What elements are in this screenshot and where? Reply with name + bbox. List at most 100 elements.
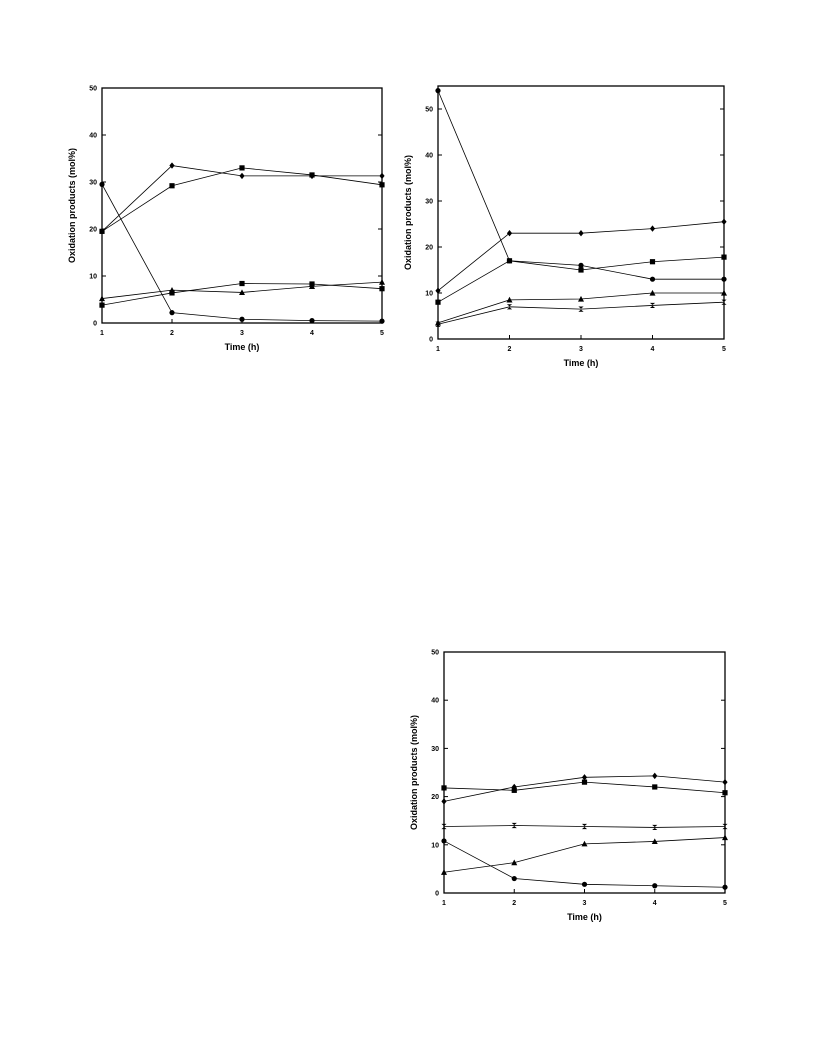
y-tick-label: 40 [425, 153, 433, 160]
data-point-square [578, 267, 584, 273]
y-tick-label: 40 [431, 698, 439, 705]
x-tick-label: 2 [512, 900, 516, 907]
x-tick-label: 1 [442, 900, 446, 907]
chart-1: 0 10 20 30 40 50 1 2 3 4 5 Time (h) Oxidation produc… [67, 86, 385, 352]
x-tick-label: 3 [240, 330, 244, 337]
data-point-triangle [721, 289, 727, 296]
y-tick-label: 0 [429, 337, 433, 344]
data-point-square [511, 787, 517, 793]
series-line [437, 301, 725, 325]
data-point-square [169, 290, 175, 296]
data-point-diamond [506, 230, 513, 237]
data-point-bowtie [441, 823, 447, 830]
data-point-circle [578, 262, 584, 268]
data-point-diamond [652, 772, 658, 780]
plot-frame [101, 87, 383, 324]
series-1-diamond [441, 772, 728, 805]
data-point-circle [721, 276, 727, 282]
y-tick-label: 30 [89, 180, 97, 187]
series-5-bowtie [435, 299, 727, 327]
data-point-triangle [578, 295, 584, 302]
x-tick-label: 5 [722, 346, 726, 353]
data-point-triangle [649, 289, 656, 296]
y-tick-label: 30 [431, 746, 439, 753]
y-tick-label: 10 [89, 274, 97, 281]
series-2-diamond [435, 218, 727, 294]
series-3-circle [99, 181, 385, 324]
x-tick-label: 2 [170, 330, 174, 337]
y-tick-label: 40 [89, 133, 97, 140]
data-point-circle [309, 318, 315, 324]
series-1-diamond [99, 162, 385, 235]
y-tick-label: 10 [431, 842, 439, 849]
y-tick-label: 30 [425, 199, 433, 206]
data-point-square [169, 183, 175, 189]
data-point-diamond [649, 225, 656, 232]
data-point-triangle [169, 287, 175, 293]
data-point-triangle [99, 295, 105, 302]
series-2-square [441, 779, 728, 796]
data-point-circle [511, 875, 517, 882]
data-point-circle [435, 88, 441, 94]
data-point-square [721, 254, 727, 260]
data-point-diamond [239, 172, 245, 180]
y-tick-label: 0 [93, 321, 97, 328]
x-axis-label: Time (h) [564, 358, 599, 368]
series-line [443, 840, 726, 888]
data-point-diamond [169, 162, 175, 169]
data-point-circle [649, 276, 656, 282]
data-point-circle [722, 884, 728, 890]
data-point-square [309, 172, 315, 178]
series-line [101, 184, 383, 322]
data-point-triangle [651, 838, 658, 845]
x-tick-label: 5 [723, 900, 727, 907]
x-axis-label: Time (h) [567, 912, 602, 922]
x-tick-label: 4 [651, 346, 655, 353]
data-point-circle [169, 310, 175, 316]
y-tick-label: 20 [431, 794, 439, 801]
data-point-square [581, 779, 588, 785]
data-point-square [652, 784, 658, 790]
data-point-square [649, 259, 656, 265]
data-point-bowtie [511, 822, 517, 829]
data-point-triangle [239, 289, 245, 296]
data-point-triangle [511, 859, 518, 866]
y-axis-label: Oxidation products (mol%) [403, 155, 413, 270]
data-point-square [239, 165, 245, 171]
data-point-circle [652, 883, 658, 889]
data-point-triangle [379, 279, 385, 285]
series-5-triangle [99, 279, 385, 302]
data-point-bowtie [435, 321, 441, 327]
series-line [437, 90, 724, 280]
chart-2: 0 10 20 30 40 50 1 2 3 4 5 Time (h) Oxidation produc… [403, 85, 727, 368]
x-tick-label: 4 [310, 330, 314, 337]
data-point-bowtie [578, 306, 584, 312]
series-5-circle [441, 838, 728, 890]
series-3-bowtie [441, 822, 728, 831]
data-point-circle [441, 838, 447, 844]
plot-frame [443, 651, 726, 894]
data-point-square [379, 286, 385, 292]
x-tick-label: 3 [579, 346, 583, 353]
data-point-bowtie [721, 299, 727, 305]
data-point-square [239, 280, 245, 287]
y-tick-label: 10 [425, 291, 433, 298]
data-point-circle [581, 881, 588, 887]
data-point-square [441, 785, 447, 791]
data-point-diamond [441, 798, 447, 805]
data-point-diamond [721, 218, 727, 225]
y-tick-label: 50 [89, 86, 97, 93]
x-tick-label: 1 [100, 330, 104, 337]
x-tick-label: 2 [508, 346, 512, 353]
data-point-square [99, 302, 105, 308]
x-tick-label: 1 [436, 346, 440, 353]
series-3-square [435, 254, 727, 305]
data-point-triangle [441, 869, 447, 875]
data-point-bowtie [581, 823, 588, 830]
x-tick-label: 5 [380, 330, 384, 337]
data-point-triangle [309, 283, 315, 289]
chart-3: 0 10 20 30 40 50 1 2 3 4 5 Time (h) Oxidation produc… [409, 650, 728, 922]
y-axis-label: Oxidation products (mol%) [67, 148, 77, 263]
series-1-circle [435, 88, 727, 282]
